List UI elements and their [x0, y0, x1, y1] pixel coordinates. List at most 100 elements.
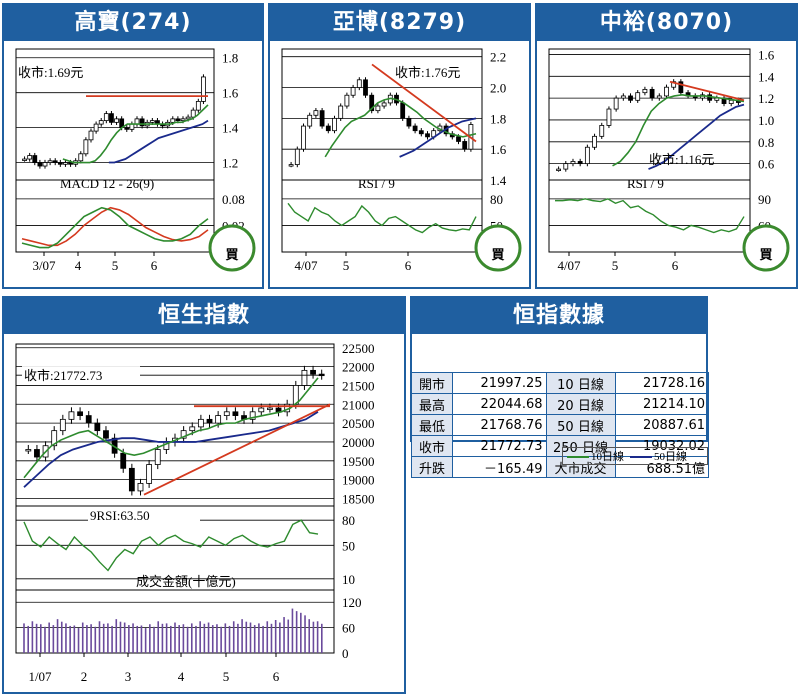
candle: [180, 430, 187, 439]
legend-ma10: 10日線: [567, 448, 624, 464]
candle: [206, 418, 213, 424]
panel-title: 恒生指數: [4, 298, 404, 334]
candle: [307, 114, 313, 127]
candle: [649, 88, 655, 99]
y-tick-label: 19000: [342, 473, 375, 488]
x-tick-label: 6: [151, 258, 158, 273]
candle: [400, 102, 406, 119]
stock-panel-1: 高寶(274) 1.81.61.41.20.080.02收市:1.69元MACD…: [2, 3, 264, 289]
y-tick-label: 1.6: [758, 47, 775, 62]
candle: [344, 94, 350, 107]
x-tick-label: 5: [223, 669, 230, 684]
candle: [109, 113, 114, 123]
table-cell-label: 升跌: [411, 456, 453, 478]
y-tick-label: 22500: [342, 341, 375, 356]
ma50-line: [399, 117, 477, 158]
sub-y-tick-label: 90: [758, 192, 771, 207]
indicator-label: RSI / 9: [627, 176, 664, 191]
candle: [456, 136, 461, 142]
table-row: 開市 21997.25 10 日線 21728.16: [411, 372, 709, 394]
candle: [128, 467, 135, 492]
table-cell-value: 21768.76: [452, 414, 547, 436]
y-tick-label: 1.6: [222, 86, 239, 101]
candle: [154, 449, 161, 465]
rsi-y-tick-label: 10: [342, 572, 355, 587]
x-tick-label: 3: [125, 669, 132, 684]
buy-icon-glyph: 買: [759, 248, 772, 263]
buy-icon-ring: [474, 224, 522, 272]
rsi-y-tick-label: 50: [342, 538, 355, 553]
table-row: 收市 21772.73 250 日線 19032.02: [411, 435, 709, 457]
table-cell-label: 250 日線: [545, 435, 616, 457]
candle: [22, 158, 27, 161]
candle: [88, 130, 94, 141]
candle: [332, 117, 337, 132]
candle: [556, 168, 561, 171]
table-cell-label: 最高: [411, 393, 453, 415]
plot-frame: [548, 48, 751, 253]
table-cell-label: 最低: [411, 414, 453, 436]
y-tick-label: 1.4: [490, 173, 507, 188]
buy-icon: 買: [208, 224, 256, 272]
candle: [146, 464, 153, 484]
y-tick-label: 0.6: [758, 157, 775, 172]
y-tick-label: 1.4: [758, 69, 775, 84]
candle: [635, 92, 641, 101]
table-cell-label: 10 日線: [545, 372, 616, 394]
y-tick-label: 18500: [342, 491, 375, 506]
x-tick-label: 6: [273, 669, 280, 684]
candle: [584, 146, 590, 165]
candle: [189, 426, 196, 432]
candle: [258, 407, 265, 413]
y-tick-label: 2.2: [490, 50, 506, 65]
candle: [68, 411, 75, 420]
candle: [577, 161, 583, 165]
candle: [114, 118, 119, 123]
candle: [149, 120, 155, 123]
trend-line: [371, 63, 477, 143]
y-tick-label: 20500: [342, 416, 375, 431]
panel-title: 亞博(8279): [270, 5, 529, 41]
candle: [190, 109, 196, 118]
ma50-line: [648, 103, 745, 170]
table-title: 恒指數據: [412, 298, 706, 334]
candle: [25, 449, 32, 452]
x-tick-label: 4/07: [294, 258, 318, 273]
candle: [599, 125, 605, 137]
close-label: 收市:21772.73: [24, 368, 102, 383]
buy-icon-ring: [208, 224, 256, 272]
candle: [412, 125, 418, 132]
candle: [63, 162, 68, 165]
candle: [215, 415, 222, 424]
candle: [170, 118, 176, 123]
candle: [570, 161, 576, 165]
table-cell-label: 收市: [411, 435, 453, 457]
table-cell-value: 22044.68: [452, 393, 547, 415]
candle: [325, 125, 331, 132]
candle: [94, 422, 101, 432]
candle: [42, 162, 48, 167]
candle: [628, 95, 633, 101]
y-tick-label: 2.0: [490, 81, 506, 96]
x-tick-label: 6: [672, 258, 679, 273]
candle: [356, 79, 362, 88]
x-tick-label: 4/07: [557, 258, 581, 273]
hsi-panel: 恒生指數 22500 22000 21500 21000 20500 20000 19500…: [2, 296, 406, 694]
candle: [620, 95, 626, 99]
candle: [124, 127, 130, 130]
candle: [678, 81, 684, 94]
candle: [656, 95, 662, 99]
candle: [175, 118, 181, 122]
candle: [310, 369, 316, 375]
table-row: 升跌 －165.49 大市成交 688.51億: [411, 456, 709, 478]
hsi-data-table: 開市 21997.25 10 日線 21728.16 最高 22044.68 20 日線 21…: [411, 336, 709, 478]
y-tick-label: 1.2: [758, 91, 774, 106]
table-cell-value: 20887.61: [614, 414, 709, 436]
y-tick-label: 1.6: [490, 142, 507, 157]
candle: [98, 120, 104, 125]
legend-ma50: 50日線: [630, 448, 687, 464]
candle: [232, 411, 239, 416]
indicator-label: MACD 12 - 26(9): [60, 176, 154, 191]
buy-icon: 買: [474, 224, 522, 272]
